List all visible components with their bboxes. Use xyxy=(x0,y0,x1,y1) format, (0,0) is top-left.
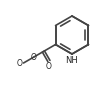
Text: NH: NH xyxy=(66,56,78,65)
Text: O: O xyxy=(46,62,52,71)
Text: O: O xyxy=(31,53,37,62)
Text: O: O xyxy=(17,59,22,68)
